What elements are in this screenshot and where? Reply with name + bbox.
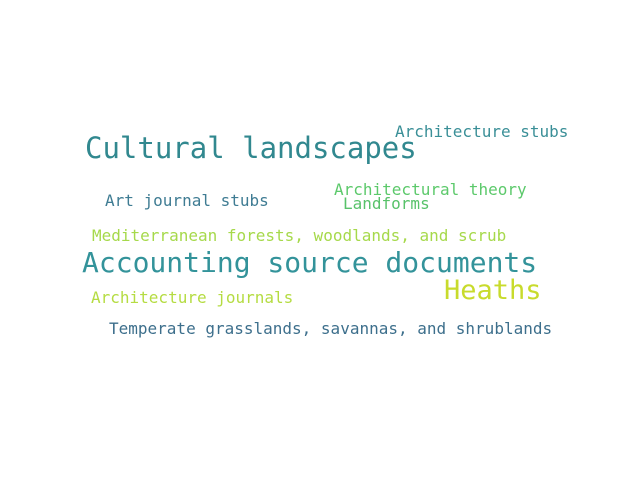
word-mediterranean-forests: Mediterranean forests, woodlands, and sc… bbox=[92, 226, 507, 245]
word-architecture-stubs: Architecture stubs bbox=[395, 122, 569, 141]
word-architectural-theory: Architectural theory bbox=[334, 180, 527, 199]
word-heaths: Heaths bbox=[444, 275, 542, 306]
word-landforms: Landforms bbox=[343, 194, 430, 213]
word-accounting-source-documents: Accounting source documents bbox=[82, 246, 538, 279]
word-art-journal-stubs: Art journal stubs bbox=[105, 191, 269, 210]
word-cultural-landscapes: Cultural landscapes bbox=[85, 131, 417, 165]
word-architecture-journals: Architecture journals bbox=[91, 288, 294, 307]
word-temperate-grasslands: Temperate grasslands, savannas, and shru… bbox=[109, 319, 553, 338]
